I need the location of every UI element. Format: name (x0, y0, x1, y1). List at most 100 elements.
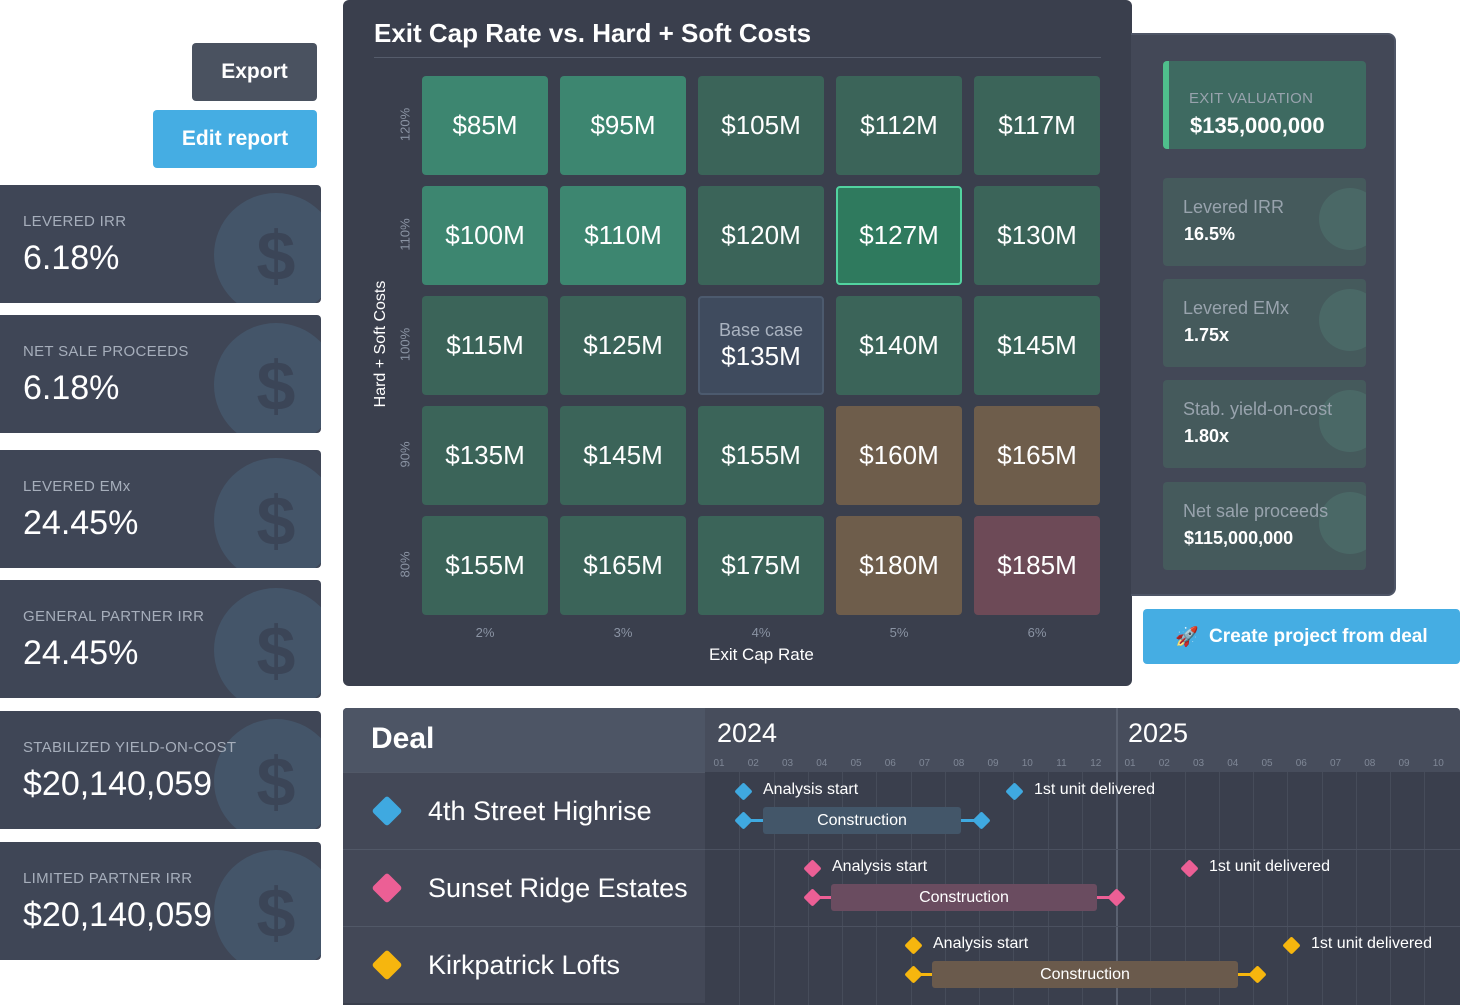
metric-card: Net sale proceeds $115,000,000 (1163, 482, 1366, 570)
kpi-label: GENERAL PARTNER IRR (23, 608, 205, 625)
delivery-milestone-icon[interactable] (1282, 936, 1301, 955)
heatmap-cell[interactable]: $185M (974, 516, 1100, 615)
milestone-label: Analysis start (832, 858, 928, 875)
month-label: 09 (1398, 758, 1410, 769)
heatmap-cell[interactable]: $160M (836, 406, 962, 505)
kpi-value: 24.45% (23, 634, 139, 672)
cell-value: $120M (721, 220, 801, 250)
heatmap-cell[interactable]: $110M (560, 186, 686, 285)
heatmap-cell[interactable]: $165M (974, 406, 1100, 505)
deal-name: 4th Street Highrise (428, 795, 652, 826)
milestone-label: Analysis start (933, 935, 1029, 952)
phase-end-icon[interactable] (972, 811, 991, 830)
cell-value: $135M (445, 440, 525, 470)
milestone-label: 1st unit delivered (1209, 858, 1330, 875)
metric-label: Net sale proceeds (1183, 501, 1329, 521)
base-case-label: Base case (718, 319, 804, 340)
construction-bar[interactable]: Construction (763, 807, 961, 834)
x-tick-label: 3% (613, 625, 633, 640)
heatmap-cell[interactable]: $127M (836, 186, 962, 285)
phase-end-icon[interactable] (1107, 888, 1126, 907)
construction-bar[interactable]: Construction (831, 884, 1097, 911)
deal-row[interactable]: Kirkpatrick Lofts (343, 926, 705, 1003)
heatmap-cell[interactable]: $130M (974, 186, 1100, 285)
delivery-milestone-icon[interactable] (1005, 782, 1024, 801)
heatmap-cell[interactable]: $105M (698, 76, 824, 175)
kpi-card: $ NET SALE PROCEEDS 6.18% (0, 315, 321, 433)
cell-value: $110M (584, 220, 662, 250)
heatmap-cell[interactable]: $155M (698, 406, 824, 505)
cell-value: $130M (997, 220, 1077, 250)
svg-text:$: $ (257, 874, 296, 952)
cell-value: $145M (997, 330, 1077, 360)
month-label: 05 (1261, 758, 1273, 769)
deal-diamond-icon (371, 949, 403, 981)
heatmap-cell[interactable]: $115M (422, 296, 548, 395)
kpi-card: $ GENERAL PARTNER IRR 24.45% (0, 580, 321, 698)
cell-value: $115M (446, 330, 524, 360)
metric-value: 1.80x (1184, 426, 1230, 446)
cell-value: $135M (721, 340, 801, 371)
grid-line (807, 772, 809, 1005)
dollar-search-icon: $ (201, 450, 321, 568)
kpi-label: LEVERED EMx (23, 478, 131, 495)
kpi-label: NET SALE PROCEEDS (23, 343, 189, 360)
heatmap-cell[interactable]: $135M (422, 406, 548, 505)
phase-start-icon[interactable] (904, 965, 923, 984)
cell-value: $185M (997, 550, 1077, 580)
deal-row[interactable]: 4th Street Highrise (343, 772, 705, 849)
y-axis-label: Hard + Soft Costs (372, 280, 389, 408)
month-label: 04 (1227, 758, 1239, 769)
kpi-label: LEVERED IRR (23, 213, 127, 230)
rocket-icon: 🚀 (1175, 626, 1200, 648)
phase-start-icon[interactable] (734, 811, 753, 830)
deal-row[interactable]: Sunset Ridge Estates (343, 849, 705, 926)
analysis-milestone-icon[interactable] (734, 782, 753, 801)
delivery-milestone-icon[interactable] (1180, 859, 1199, 878)
heatmap-cell[interactable]: $140M (836, 296, 962, 395)
month-label: 01 (1124, 758, 1136, 769)
dollar-icon: $ (201, 315, 321, 433)
analysis-milestone-icon[interactable] (803, 859, 822, 878)
construction-bar[interactable]: Construction (932, 961, 1238, 988)
create-project-button[interactable]: 🚀 Create project from deal (1143, 609, 1460, 664)
heatmap-cell[interactable]: $175M (698, 516, 824, 615)
phase-end-icon[interactable] (1248, 965, 1267, 984)
edit-report-button[interactable]: Edit report (153, 110, 317, 168)
base-case-cell[interactable]: Base case $135M (698, 296, 824, 395)
month-label: 10 (1021, 758, 1033, 769)
deal-name: Sunset Ridge Estates (428, 872, 688, 903)
heatmap-cell[interactable]: $100M (422, 186, 548, 285)
phase-label: Construction (919, 888, 1009, 906)
heatmap-cell[interactable]: $112M (836, 76, 962, 175)
heatmap-cell[interactable]: $117M (974, 76, 1100, 175)
heatmap-cell[interactable]: $145M (560, 406, 686, 505)
kpi-value: $20,140,059 (23, 765, 213, 803)
phase-start-icon[interactable] (803, 888, 822, 907)
hand-dollar-icon: $ (201, 711, 321, 829)
heatmap-cell[interactable]: $165M (560, 516, 686, 615)
y-tick-label: 110% (397, 218, 413, 251)
heatmap-cell[interactable]: $85M (422, 76, 548, 175)
heatmap-cell[interactable]: $125M (560, 296, 686, 395)
x-tick-label: 6% (1027, 625, 1047, 640)
heatmap-cell[interactable]: $145M (974, 296, 1100, 395)
export-button[interactable]: Export (192, 43, 317, 101)
row-divider (705, 926, 1460, 927)
heatmap-cell[interactable]: $120M (698, 186, 824, 285)
y-tick-label: 120% (397, 107, 413, 142)
month-label: 08 (1364, 758, 1376, 769)
heatmap-cell[interactable]: $95M (560, 76, 686, 175)
month-label: 03 (1192, 758, 1205, 769)
year-divider (1116, 708, 1118, 1005)
month-label: 07 (918, 758, 931, 769)
analysis-milestone-icon[interactable] (904, 936, 923, 955)
month-label: 02 (1158, 758, 1170, 769)
metric-label: Stab. yield-on-cost (1183, 399, 1333, 419)
heatmap-cell[interactable]: $180M (836, 516, 962, 615)
svg-text:$: $ (257, 217, 296, 295)
heatmap-cell[interactable]: $155M (422, 516, 548, 615)
cell-value: $155M (445, 550, 525, 580)
exit-valuation-card: EXIT VALUATION $135,000,000 (1163, 61, 1366, 149)
y-tick-label: 90% (397, 441, 413, 468)
